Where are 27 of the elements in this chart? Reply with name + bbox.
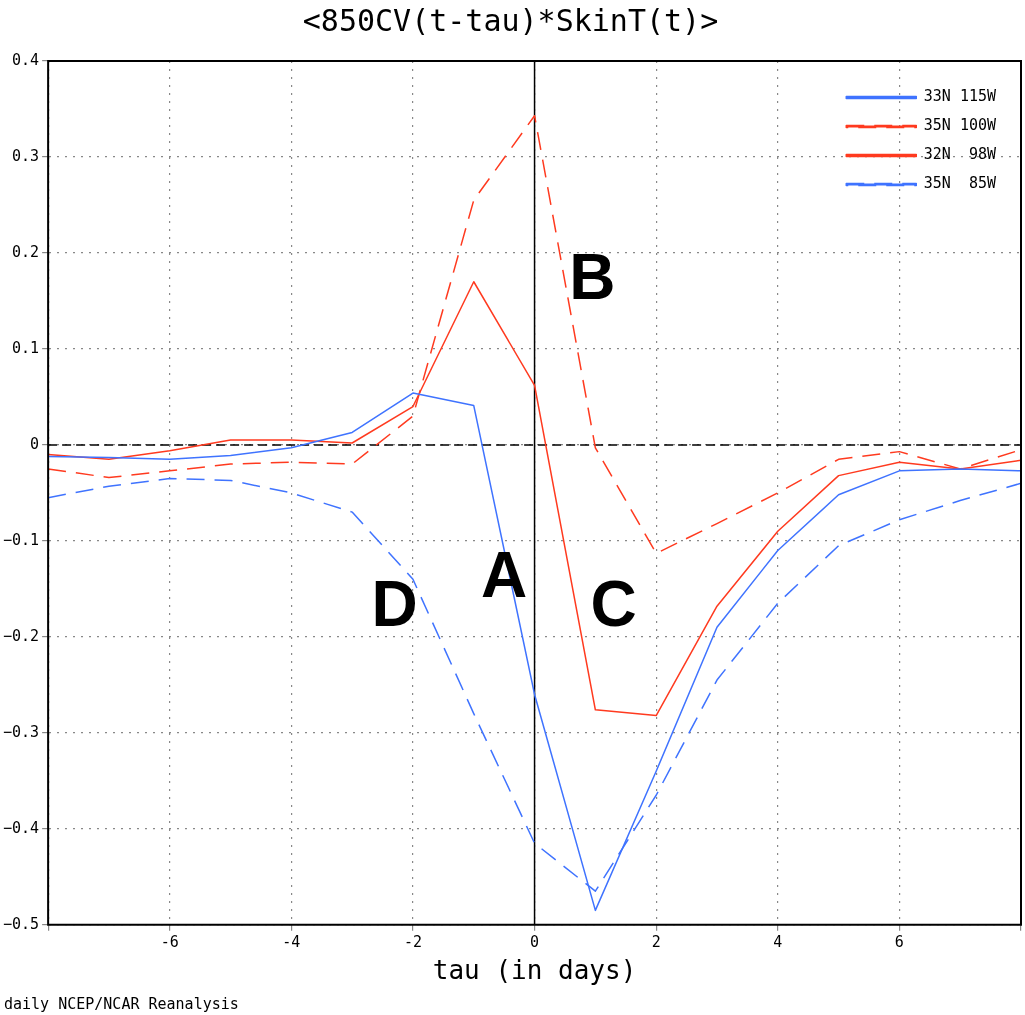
legend-label: 32N 98W [923,145,997,164]
x-tick-label: 4 [773,932,783,951]
legend-label: 35N 100W [923,116,997,135]
annotation: D [371,567,418,640]
y-tick-label: −0.5 [3,914,40,933]
chart-title: <850CV(t-tau)*SkinT(t)> [302,2,719,38]
x-tick-label: -2 [403,932,422,951]
y-tick-label: 0 [30,434,40,453]
y-tick-label: 0.2 [12,242,40,261]
annotation: C [590,567,637,640]
x-tick-label: -6 [160,932,179,951]
x-axis-title: tau (in days) [432,955,637,986]
y-tick-label: −0.1 [3,530,40,549]
y-tick-label: 0.1 [12,338,40,357]
x-tick-label: 2 [651,932,661,951]
y-tick-label: 0.4 [12,50,40,69]
y-tick-label: 0.3 [12,146,40,165]
x-tick-label: 6 [894,932,904,951]
legend-label: 33N 115W [923,87,997,106]
y-tick-label: −0.2 [3,626,40,645]
y-tick-label: −0.4 [3,818,40,837]
annotation: B [569,241,616,314]
x-tick-label: 0 [530,932,540,951]
legend-label: 35N 85W [923,174,997,193]
x-tick-label: -4 [282,932,301,951]
y-tick-label: −0.3 [3,722,40,741]
text: daily NCEP/NCAR Reanalysis [4,995,239,1014]
